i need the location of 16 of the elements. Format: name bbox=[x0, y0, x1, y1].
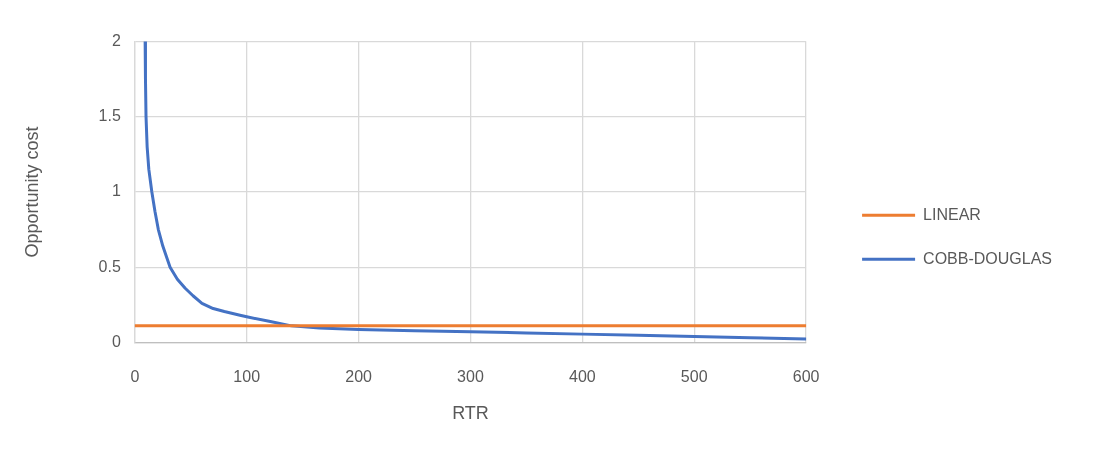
x-tick-label: 0 bbox=[130, 367, 140, 385]
legend-label: COBB-DOUGLAS bbox=[923, 249, 1053, 267]
x-tick-label: 200 bbox=[345, 367, 373, 385]
x-tick-label: 600 bbox=[792, 367, 820, 385]
y-tick-label: 2 bbox=[111, 31, 121, 49]
y-tick-label: 1 bbox=[111, 182, 121, 200]
x-tick-label: 500 bbox=[680, 367, 708, 385]
x-tick-label: 100 bbox=[233, 367, 261, 385]
x-axis-title: RTR bbox=[452, 403, 489, 424]
y-axis-title: Opportunity cost bbox=[21, 126, 42, 258]
y-tick-label: 0 bbox=[111, 332, 121, 350]
x-tick-label: 300 bbox=[457, 367, 484, 385]
x-tick-label: 400 bbox=[568, 367, 596, 385]
legend-label: LINEAR bbox=[923, 205, 981, 223]
y-tick-label: 1.5 bbox=[98, 107, 121, 125]
y-tick-label: 0.5 bbox=[98, 257, 121, 275]
